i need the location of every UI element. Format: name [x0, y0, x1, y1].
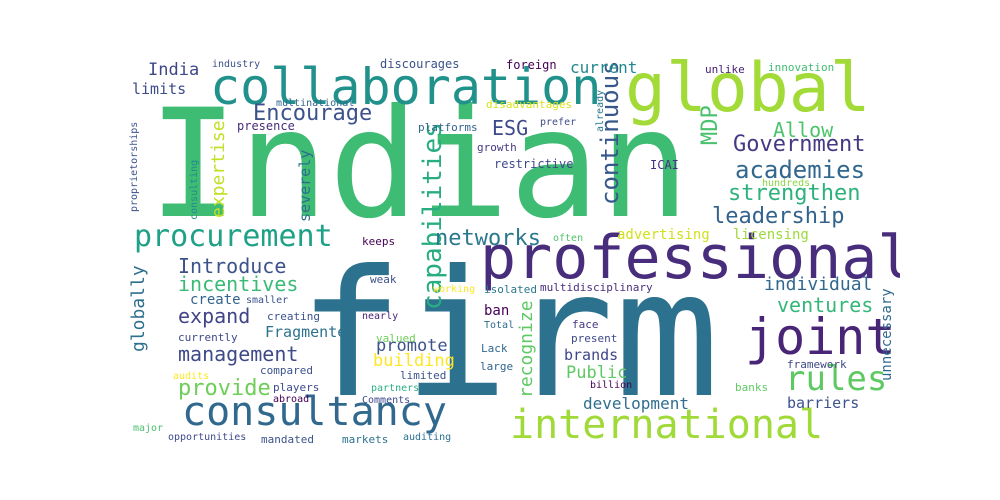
cloud-word: procurement [134, 219, 333, 254]
cloud-word: face [572, 318, 599, 331]
cloud-word: recognize [516, 300, 537, 398]
cloud-word: unnecessary [879, 288, 895, 381]
cloud-word: creating [267, 310, 320, 323]
cloud-word: development [583, 394, 689, 413]
cloud-word: limits [132, 80, 187, 98]
cloud-word: individual [764, 274, 873, 295]
cloud-word: limited [400, 369, 447, 382]
cloud-word: Total [484, 320, 515, 331]
cloud-word: auditing [403, 432, 452, 443]
cloud-word: joint [745, 308, 896, 366]
cloud-word: Allow [773, 118, 834, 142]
cloud-word: Public [566, 363, 628, 383]
cloud-word: isolated [484, 283, 537, 296]
cloud-word: global [625, 50, 871, 128]
cloud-word: expertise [208, 120, 229, 218]
cloud-word: incentives [178, 272, 299, 296]
cloud-word: banks [735, 381, 769, 394]
cloud-word: partners [371, 383, 420, 394]
cloud-word: Fragmented [265, 323, 356, 341]
cloud-word: already [595, 89, 606, 132]
cloud-word: abroad [273, 394, 310, 405]
cloud-word: Encourage [253, 101, 373, 126]
cloud-word: foreign [506, 58, 557, 72]
cloud-word: multinational [276, 98, 355, 109]
cloud-word: strengthen [728, 181, 861, 206]
cloud-word: hundreds [762, 178, 811, 189]
cloud-word: multidisciplinary [540, 281, 653, 294]
cloud-word: presence [237, 119, 295, 133]
word-cloud: Indian firm professional global collaboratio… [125, 50, 900, 450]
cloud-word: MDP [698, 105, 723, 145]
cloud-word: Lack [481, 342, 508, 355]
cloud-word: India [148, 60, 200, 80]
cloud-word: restrictive [494, 157, 574, 171]
cloud-word: ban [484, 303, 510, 319]
cloud-word: unlike [705, 63, 745, 76]
cloud-word: large [480, 360, 514, 373]
cloud-word: barriers [787, 394, 860, 412]
cloud-word: firm [298, 234, 720, 437]
cloud-word: expand [178, 304, 251, 328]
cloud-word: nearly [362, 311, 399, 322]
cloud-word: brands [564, 346, 619, 364]
cloud-word: growth [477, 141, 517, 154]
cloud-word: smaller [246, 295, 289, 306]
cloud-word: consultancy [182, 389, 447, 435]
cloud-word: major [133, 423, 164, 434]
cloud-word: currently [178, 331, 238, 344]
cloud-word: Introduce [178, 254, 287, 278]
cloud-word: professional [480, 223, 900, 293]
cloud-word: Government [733, 132, 866, 157]
cloud-word: present [571, 332, 618, 345]
cloud-word: working [433, 284, 476, 295]
cloud-word: ventures [777, 293, 874, 317]
cloud-word: management [178, 342, 299, 366]
cloud-word: create [190, 292, 241, 308]
cloud-word: mandated [261, 433, 314, 446]
cloud-word: billion [590, 380, 633, 391]
cloud-word: prefer [540, 117, 577, 128]
cloud-word: international [510, 402, 824, 448]
cloud-word: valued [376, 332, 416, 345]
cloud-word: continuous [596, 60, 624, 206]
cloud-word: innovation [768, 61, 835, 74]
cloud-word: Comments [362, 395, 411, 406]
cloud-word: discourages [380, 57, 460, 71]
cloud-word: current [570, 58, 638, 77]
cloud-word: players [273, 381, 320, 394]
cloud-word: consulting [189, 159, 200, 220]
cloud-word: framework [787, 358, 847, 371]
cloud-word: promote [376, 336, 448, 356]
cloud-word: ESG [492, 116, 529, 140]
cloud-word: compared [260, 364, 313, 377]
cloud-word: opportunities [168, 432, 247, 443]
cloud-word: proprietorships [129, 121, 140, 212]
cloud-word: licensing [733, 227, 809, 243]
cloud-word: often [553, 233, 584, 244]
cloud-word: disadvantages [486, 98, 573, 111]
cloud-word: provide [178, 376, 271, 401]
cloud-word: Indian [148, 78, 690, 252]
cloud-word: collaboration [210, 58, 602, 116]
cloud-word: severely [296, 149, 314, 222]
cloud-word: platforms [418, 121, 478, 134]
cloud-word: keeps [362, 235, 396, 248]
cloud-word: rules [785, 359, 888, 399]
cloud-word: ICAI [650, 158, 679, 172]
cloud-word: building [373, 351, 455, 371]
cloud-word: advertising [617, 227, 710, 243]
cloud-word: audits [173, 371, 210, 382]
cloud-word: globally [128, 265, 149, 352]
cloud-word: markets [342, 433, 389, 446]
cloud-word: weak [370, 273, 397, 286]
cloud-word: networks [435, 226, 541, 251]
cloud-word: leadership [712, 204, 845, 229]
cloud-word: industry [212, 59, 261, 70]
cloud-word: academies [735, 156, 866, 184]
cloud-word: capabilities [418, 122, 448, 310]
